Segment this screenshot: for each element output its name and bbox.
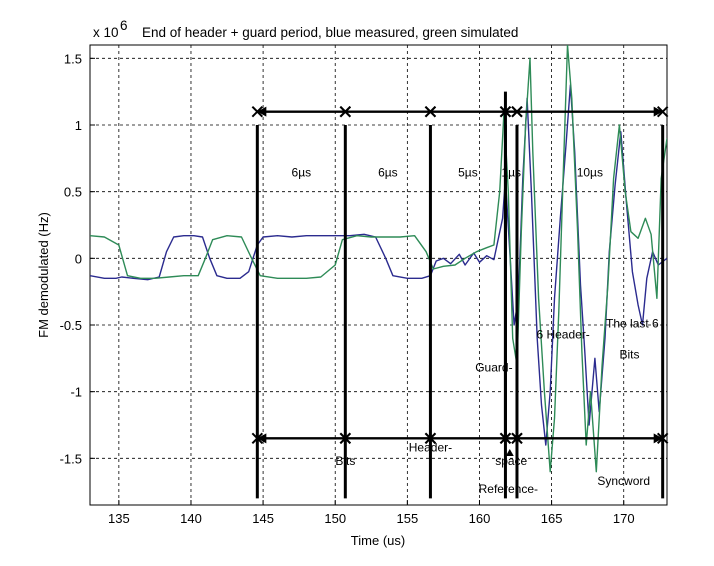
annotation-label: 6 Header- bbox=[536, 327, 589, 341]
x-axis-label: Time (us) bbox=[351, 533, 405, 548]
arrowhead-left-icon bbox=[257, 106, 267, 117]
x-tick-label: 140 bbox=[180, 511, 202, 526]
duration-label: 6µs bbox=[292, 166, 312, 180]
arrowhead-right-icon bbox=[653, 433, 663, 444]
annotation-label: Reference- bbox=[479, 482, 538, 496]
x-tick-label: 155 bbox=[396, 511, 418, 526]
grid bbox=[90, 45, 667, 505]
x-marker bbox=[424, 432, 437, 445]
y-axis-label: FM demodulated (Hz) bbox=[36, 212, 51, 338]
x-ticks: 135 140 145 150 155 160 165 170 bbox=[108, 500, 635, 526]
y-exponent-label: x 10 bbox=[93, 25, 119, 40]
x-marker bbox=[511, 105, 523, 118]
x-tick-label: 170 bbox=[613, 511, 635, 526]
y-tick-label: 1.5 bbox=[64, 51, 82, 66]
annotation-label: Header- bbox=[409, 441, 452, 455]
x-tick-label: 160 bbox=[469, 511, 491, 526]
x-marker bbox=[424, 105, 437, 118]
x-marker bbox=[499, 432, 512, 445]
y-ticks: -1.5 -1 -0.5 0 0.5 1 1.5 bbox=[60, 51, 95, 466]
arrowhead-left-icon bbox=[257, 433, 267, 444]
x-marker bbox=[511, 432, 523, 445]
x-tick-label: 165 bbox=[541, 511, 563, 526]
annotation-label: Syncword bbox=[597, 474, 650, 488]
y-tick-label: -1 bbox=[70, 385, 82, 400]
arrowhead-right-icon bbox=[653, 106, 663, 117]
dimension-arrows: 6µs 6µs 5µs 1µs 10µs bbox=[251, 105, 669, 445]
annotation-label: space bbox=[495, 454, 527, 468]
y-tick-label: 1 bbox=[75, 118, 82, 133]
annotation-label: The last 6 bbox=[606, 317, 659, 331]
chart-title: End of header + guard period, blue measu… bbox=[142, 25, 518, 40]
x-tick-label: 135 bbox=[108, 511, 130, 526]
duration-label: 10µs bbox=[577, 166, 603, 180]
x-tick-label: 150 bbox=[324, 511, 346, 526]
annotation-label: Bits bbox=[619, 347, 639, 361]
segment-dividers bbox=[255, 91, 665, 499]
reference-arrow-icon bbox=[505, 449, 514, 456]
annotations: Bits Header-space Reference- Guard- 6 Header… bbox=[335, 317, 659, 496]
duration-label: 1µs bbox=[501, 166, 521, 180]
series-lines bbox=[90, 45, 667, 473]
y-tick-label: -1.5 bbox=[60, 451, 82, 466]
y-tick-label: 0 bbox=[75, 251, 82, 266]
series-line-simulated bbox=[90, 45, 667, 473]
y-tick-label: -0.5 bbox=[60, 318, 82, 333]
annotation-label: Bits bbox=[335, 454, 355, 468]
annotation-label: Guard- bbox=[475, 361, 512, 375]
x-marker bbox=[339, 432, 352, 445]
duration-label: 5µs bbox=[458, 166, 478, 180]
y-tick-label: 0.5 bbox=[64, 185, 82, 200]
y-exponent-power: 6 bbox=[120, 18, 128, 33]
duration-label: 6µs bbox=[378, 166, 398, 180]
x-marker bbox=[499, 105, 512, 118]
x-marker bbox=[339, 105, 352, 118]
x-tick-label: 145 bbox=[252, 511, 274, 526]
